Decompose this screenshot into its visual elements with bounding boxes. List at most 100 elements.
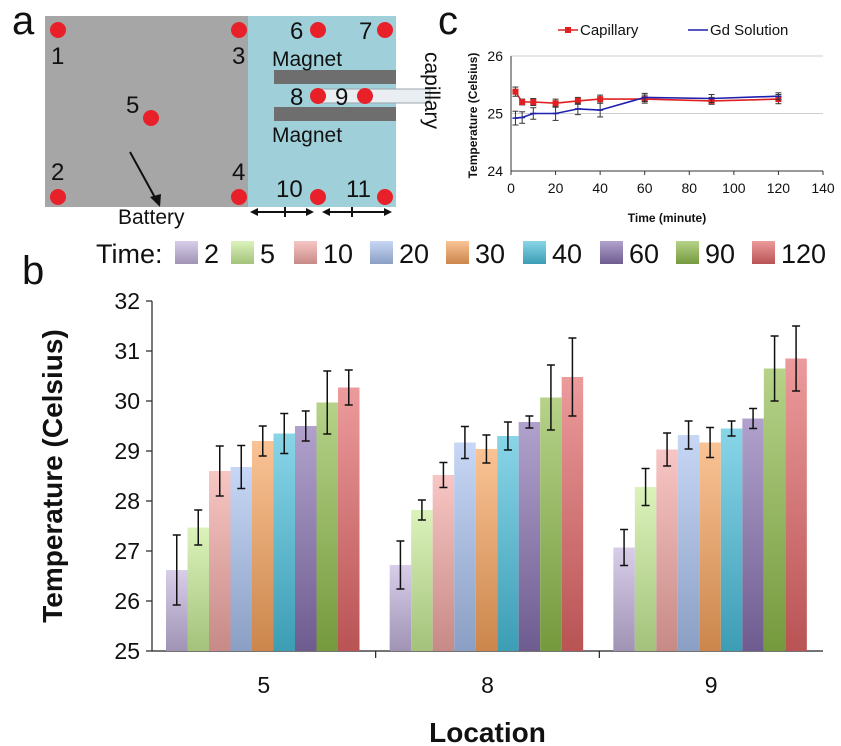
magnet-bottom-bar xyxy=(274,107,396,121)
bar-9-t20 xyxy=(677,435,700,651)
line-point-marker xyxy=(512,88,519,95)
line-legend-marker xyxy=(565,27,571,33)
line-chart-x-tick-label: 120 xyxy=(767,180,791,196)
panel-letter-b: b xyxy=(22,249,44,293)
point-label-8: 8 xyxy=(290,84,303,111)
bar-9-t2 xyxy=(613,547,635,651)
bar-9-t5 xyxy=(634,487,657,651)
bar-8-t90 xyxy=(540,397,562,651)
bar-chart-y-tick-label: 26 xyxy=(114,588,140,614)
legend-swatch-2 xyxy=(175,241,198,264)
line-point-marker xyxy=(574,97,581,104)
point-dot-1 xyxy=(50,22,66,38)
battery-label: Battery xyxy=(118,206,185,229)
point-label-11: 11 xyxy=(346,176,371,203)
point-label-4: 4 xyxy=(232,159,245,186)
point-dot-9 xyxy=(357,88,373,104)
line-point-marker xyxy=(597,96,604,103)
line-point-marker xyxy=(552,100,559,107)
bar-5-t120 xyxy=(338,387,360,651)
point-dot-4 xyxy=(231,189,247,205)
bar-9-t90 xyxy=(763,368,786,651)
bar-5-t20 xyxy=(230,467,252,651)
line-legend-label: Gd Solution xyxy=(710,22,788,39)
capillary-label: capillary xyxy=(420,52,443,130)
legend-label-5: 5 xyxy=(260,239,275,269)
bar-5-t2 xyxy=(166,570,188,651)
legend-swatch-40 xyxy=(523,241,546,264)
bar-8-t40 xyxy=(497,436,519,651)
line-chart-x-tick-label: 80 xyxy=(681,180,697,196)
legend-prefix: Time: xyxy=(96,239,163,269)
magnet-bottom-label: Magnet xyxy=(272,124,342,147)
bar-chart-y-tick-label: 30 xyxy=(114,388,140,414)
line-chart-x-axis-label: Time (minute) xyxy=(628,211,706,225)
legend-label-30: 30 xyxy=(475,239,505,269)
point-label-2: 2 xyxy=(51,159,64,186)
point-dot-10 xyxy=(310,189,326,205)
bar-5-t30 xyxy=(252,441,274,651)
line-point-marker xyxy=(530,99,537,105)
bar-5-t5 xyxy=(187,527,209,651)
line-chart-x-tick-label: 40 xyxy=(592,180,608,196)
bar-chart-y-tick-label: 25 xyxy=(114,638,140,664)
point-dot-6 xyxy=(310,22,326,38)
bar-chart-x-tick-label: 5 xyxy=(257,672,270,698)
legend-label-10: 10 xyxy=(323,239,353,269)
bar-9-t120 xyxy=(785,358,807,651)
bar-chart-y-tick-label: 27 xyxy=(114,538,140,564)
legend-swatch-90 xyxy=(676,241,699,264)
bar-5-t10 xyxy=(209,471,231,651)
legend-label-120: 120 xyxy=(781,239,826,269)
battery-arrowhead xyxy=(150,194,161,207)
legend-label-20: 20 xyxy=(399,239,429,269)
legend-swatch-60 xyxy=(600,241,623,264)
bar-9-t10 xyxy=(656,449,678,651)
spacing-arrows xyxy=(250,207,392,217)
bar-8-t60 xyxy=(518,422,541,651)
line-chart-y-tick-label: 24 xyxy=(487,163,503,179)
legend-label-2: 2 xyxy=(204,239,219,269)
bar-5-t40 xyxy=(273,433,295,651)
magnet-top-label: Magnet xyxy=(272,48,342,71)
panel-letter-c: c xyxy=(438,0,458,43)
point-dot-2 xyxy=(50,189,66,205)
line-chart-x-tick-label: 0 xyxy=(507,180,515,196)
bar-chart-y-axis-label: Temperature (Celsius) xyxy=(37,329,68,623)
bar-8-t20 xyxy=(454,442,476,651)
bar-8-t120 xyxy=(561,377,584,651)
panel-letter-a: a xyxy=(12,0,35,43)
point-label-7: 7 xyxy=(359,18,372,45)
bar-9-t30 xyxy=(699,442,721,651)
legend-label-90: 90 xyxy=(705,239,735,269)
bar-8-t5 xyxy=(411,510,433,651)
bar-8-t2 xyxy=(389,565,412,651)
line-chart-x-tick-label: 100 xyxy=(722,180,746,196)
line-chart-y-tick-label: 25 xyxy=(487,106,503,122)
bar-5-t60 xyxy=(295,426,317,651)
diagram-panel: a Magnet Magnet capillary Battery 1 2 3 … xyxy=(12,0,443,229)
bar-chart-y-tick-label: 31 xyxy=(114,338,140,364)
bar-chart-x-axis-label: Location xyxy=(429,717,546,746)
line-chart-x-tick-label: 140 xyxy=(811,180,835,196)
bar-chart-panel: b Time: 2 5 10 20 30 40 60 90 120 25262728293031… xyxy=(22,239,826,746)
point-dot-7 xyxy=(377,22,393,38)
point-label-6: 6 xyxy=(290,18,303,45)
bar-chart-y-tick-label: 28 xyxy=(114,488,140,514)
bar-chart-y-tick-label: 32 xyxy=(114,288,140,314)
line-chart-x-tick-label: 60 xyxy=(637,180,653,196)
legend-swatch-20 xyxy=(370,241,393,264)
line-point-marker xyxy=(519,99,526,105)
legend-swatch-10 xyxy=(294,241,317,264)
point-label-5: 5 xyxy=(126,92,139,119)
point-label-1: 1 xyxy=(51,43,64,70)
line-chart-panel: c 24 25 26 0 20 40 60 80 100 120 140 Time (minute)… xyxy=(438,0,835,225)
legend-swatch-5 xyxy=(231,241,254,264)
line-legend-label: Capillary xyxy=(580,22,639,39)
bar-chart-x-tick-label: 8 xyxy=(481,672,494,698)
bar-9-t40 xyxy=(720,428,743,651)
legend-swatch-30 xyxy=(446,241,469,264)
line-chart-y-tick-label: 26 xyxy=(487,48,503,64)
bar-chart-y-tick-label: 29 xyxy=(114,438,140,464)
